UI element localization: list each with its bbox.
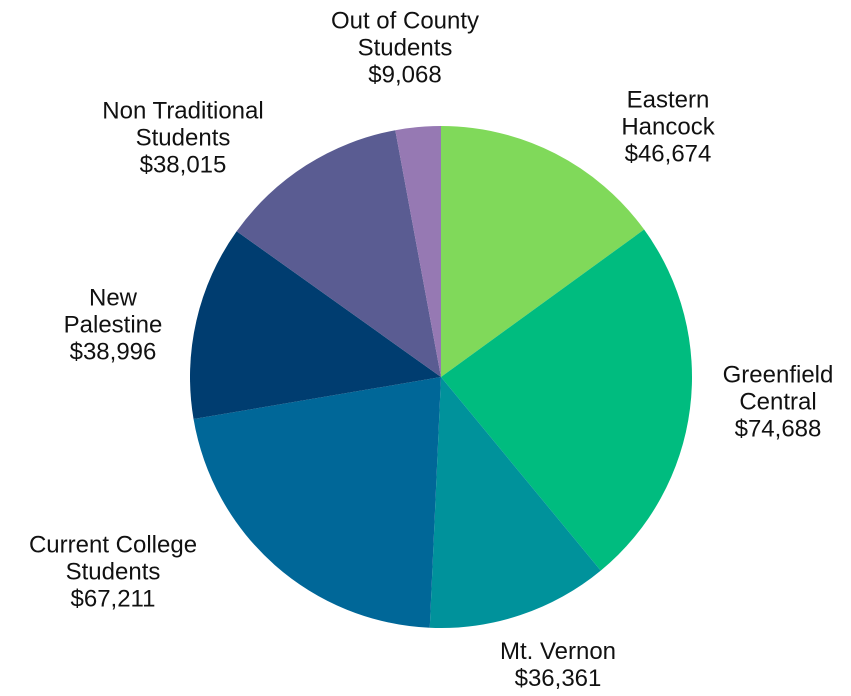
pie-slice [193, 377, 441, 628]
value-label: $36,361 [514, 665, 602, 692]
value-label: $38,015 [139, 151, 227, 179]
pie-slice [190, 231, 441, 420]
category-name: Non Traditional Students [102, 97, 264, 152]
slice-label: Greenfield Central $74,688 [703, 362, 851, 443]
slice-label: Eastern Hancock $46,674 [603, 87, 733, 168]
category-name: Out of County Students [330, 7, 480, 62]
value-label: $74,688 [734, 415, 822, 443]
value-label: $46,674 [624, 140, 712, 168]
pie-slice [236, 130, 441, 377]
value-label: $38,996 [69, 338, 157, 366]
pie-slice [395, 126, 441, 377]
slice-label: Mt. Vernon $36,361 [458, 638, 658, 692]
pie-slice [441, 229, 692, 571]
value-label: $67,211 [70, 585, 156, 613]
category-name: Mt. Vernon [499, 638, 617, 665]
category-name: Greenfield Central [722, 361, 834, 416]
pie-slice [441, 126, 645, 377]
slice-label: New Palestine $38,996 [48, 285, 178, 366]
value-label: $9,068 [368, 61, 442, 89]
category-name: New Palestine [63, 284, 163, 339]
slice-label: Non Traditional Students $38,015 [73, 98, 293, 179]
category-name: Current College Students [28, 531, 198, 586]
category-name: Eastern Hancock [621, 86, 715, 141]
slice-label: Out of County Students $9,068 [305, 8, 505, 89]
pie-slice [429, 377, 601, 629]
slice-label: Current College Students $67,211 [3, 532, 223, 613]
